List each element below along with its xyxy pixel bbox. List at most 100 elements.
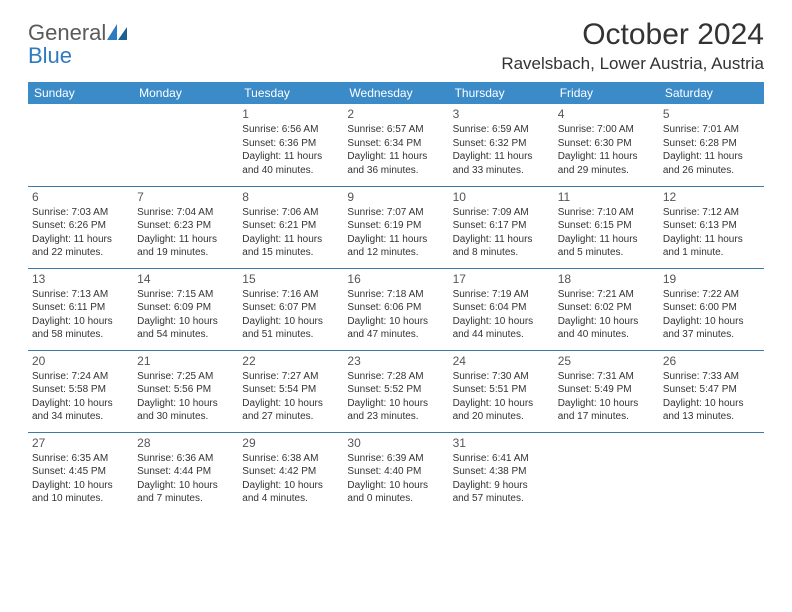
sunrise-text: Sunrise: 7:18 AM	[347, 288, 444, 302]
sunrise-text: Sunrise: 7:19 AM	[453, 288, 550, 302]
day-number: 20	[32, 353, 129, 369]
sunrise-text: Sunrise: 7:00 AM	[558, 123, 655, 137]
calendar-day-cell: 9Sunrise: 7:07 AMSunset: 6:19 PMDaylight…	[343, 186, 448, 268]
sunset-text: Sunset: 4:42 PM	[242, 465, 339, 479]
calendar-day-cell: 2Sunrise: 6:57 AMSunset: 6:34 PMDaylight…	[343, 104, 448, 186]
sunrise-text: Sunrise: 7:13 AM	[32, 288, 129, 302]
calendar-week-row: 27Sunrise: 6:35 AMSunset: 4:45 PMDayligh…	[28, 432, 764, 514]
day-number: 19	[663, 271, 760, 287]
logo: General Blue	[28, 22, 129, 68]
daylight-text: and 44 minutes.	[453, 328, 550, 342]
daylight-text: Daylight: 10 hours	[453, 315, 550, 329]
logo-sail-icon	[107, 24, 129, 45]
sunrise-text: Sunrise: 7:16 AM	[242, 288, 339, 302]
sunset-text: Sunset: 5:58 PM	[32, 383, 129, 397]
daylight-text: and 8 minutes.	[453, 246, 550, 260]
daylight-text: Daylight: 11 hours	[32, 233, 129, 247]
daylight-text: Daylight: 10 hours	[137, 315, 234, 329]
daylight-text: Daylight: 11 hours	[558, 233, 655, 247]
weekday-header: Friday	[554, 82, 659, 104]
daylight-text: Daylight: 10 hours	[32, 479, 129, 493]
sunrise-text: Sunrise: 6:57 AM	[347, 123, 444, 137]
sunrise-text: Sunrise: 6:38 AM	[242, 452, 339, 466]
calendar-day-cell: 31Sunrise: 6:41 AMSunset: 4:38 PMDayligh…	[449, 432, 554, 514]
sunset-text: Sunset: 6:02 PM	[558, 301, 655, 315]
daylight-text: and 17 minutes.	[558, 410, 655, 424]
sunset-text: Sunset: 6:26 PM	[32, 219, 129, 233]
sunset-text: Sunset: 4:44 PM	[137, 465, 234, 479]
daylight-text: and 57 minutes.	[453, 492, 550, 506]
daylight-text: Daylight: 11 hours	[347, 150, 444, 164]
daylight-text: Daylight: 11 hours	[137, 233, 234, 247]
logo-text-blue: Blue	[28, 43, 72, 68]
day-number: 28	[137, 435, 234, 451]
weekday-header: Wednesday	[343, 82, 448, 104]
sunset-text: Sunset: 6:34 PM	[347, 137, 444, 151]
sunset-text: Sunset: 6:15 PM	[558, 219, 655, 233]
day-number: 16	[347, 271, 444, 287]
sunset-text: Sunset: 6:36 PM	[242, 137, 339, 151]
daylight-text: Daylight: 10 hours	[558, 315, 655, 329]
daylight-text: Daylight: 11 hours	[558, 150, 655, 164]
calendar-day-cell: 5Sunrise: 7:01 AMSunset: 6:28 PMDaylight…	[659, 104, 764, 186]
sunrise-text: Sunrise: 7:31 AM	[558, 370, 655, 384]
calendar-day-cell: 27Sunrise: 6:35 AMSunset: 4:45 PMDayligh…	[28, 432, 133, 514]
day-number: 18	[558, 271, 655, 287]
daylight-text: and 40 minutes.	[558, 328, 655, 342]
sunset-text: Sunset: 5:51 PM	[453, 383, 550, 397]
sunset-text: Sunset: 6:30 PM	[558, 137, 655, 151]
daylight-text: Daylight: 11 hours	[453, 233, 550, 247]
weekday-header: Sunday	[28, 82, 133, 104]
calendar-day-cell: 8Sunrise: 7:06 AMSunset: 6:21 PMDaylight…	[238, 186, 343, 268]
day-number: 2	[347, 106, 444, 122]
daylight-text: Daylight: 11 hours	[663, 233, 760, 247]
daylight-text: and 15 minutes.	[242, 246, 339, 260]
day-number: 25	[558, 353, 655, 369]
daylight-text: Daylight: 10 hours	[242, 479, 339, 493]
daylight-text: and 51 minutes.	[242, 328, 339, 342]
daylight-text: and 27 minutes.	[242, 410, 339, 424]
sunrise-text: Sunrise: 7:10 AM	[558, 206, 655, 220]
calendar-day-cell: 7Sunrise: 7:04 AMSunset: 6:23 PMDaylight…	[133, 186, 238, 268]
calendar-day-cell: 6Sunrise: 7:03 AMSunset: 6:26 PMDaylight…	[28, 186, 133, 268]
sunset-text: Sunset: 6:06 PM	[347, 301, 444, 315]
daylight-text: and 0 minutes.	[347, 492, 444, 506]
calendar-day-cell: 13Sunrise: 7:13 AMSunset: 6:11 PMDayligh…	[28, 268, 133, 350]
sunrise-text: Sunrise: 7:07 AM	[347, 206, 444, 220]
daylight-text: Daylight: 10 hours	[137, 397, 234, 411]
calendar-day-cell: 28Sunrise: 6:36 AMSunset: 4:44 PMDayligh…	[133, 432, 238, 514]
weekday-header: Saturday	[659, 82, 764, 104]
daylight-text: and 29 minutes.	[558, 164, 655, 178]
daylight-text: Daylight: 10 hours	[453, 397, 550, 411]
sunset-text: Sunset: 5:49 PM	[558, 383, 655, 397]
header: General Blue October 2024 Ravelsbach, Lo…	[28, 18, 764, 74]
daylight-text: and 22 minutes.	[32, 246, 129, 260]
title-block: October 2024 Ravelsbach, Lower Austria, …	[501, 18, 764, 74]
sunrise-text: Sunrise: 7:27 AM	[242, 370, 339, 384]
sunrise-text: Sunrise: 7:06 AM	[242, 206, 339, 220]
sunset-text: Sunset: 6:19 PM	[347, 219, 444, 233]
sunrise-text: Sunrise: 7:01 AM	[663, 123, 760, 137]
sunrise-text: Sunrise: 7:21 AM	[558, 288, 655, 302]
calendar-day-cell: 21Sunrise: 7:25 AMSunset: 5:56 PMDayligh…	[133, 350, 238, 432]
daylight-text: and 34 minutes.	[32, 410, 129, 424]
day-number: 4	[558, 106, 655, 122]
sunrise-text: Sunrise: 6:39 AM	[347, 452, 444, 466]
daylight-text: Daylight: 11 hours	[663, 150, 760, 164]
sunrise-text: Sunrise: 7:12 AM	[663, 206, 760, 220]
day-number: 22	[242, 353, 339, 369]
daylight-text: Daylight: 10 hours	[347, 479, 444, 493]
day-number: 8	[242, 189, 339, 205]
sunset-text: Sunset: 5:56 PM	[137, 383, 234, 397]
day-number: 10	[453, 189, 550, 205]
sunset-text: Sunset: 6:23 PM	[137, 219, 234, 233]
day-number: 5	[663, 106, 760, 122]
calendar-day-cell: 26Sunrise: 7:33 AMSunset: 5:47 PMDayligh…	[659, 350, 764, 432]
sunset-text: Sunset: 6:04 PM	[453, 301, 550, 315]
sunrise-text: Sunrise: 6:41 AM	[453, 452, 550, 466]
calendar-week-row: 1Sunrise: 6:56 AMSunset: 6:36 PMDaylight…	[28, 104, 764, 186]
daylight-text: and 54 minutes.	[137, 328, 234, 342]
calendar-day-cell: 3Sunrise: 6:59 AMSunset: 6:32 PMDaylight…	[449, 104, 554, 186]
day-number: 12	[663, 189, 760, 205]
calendar-day-cell	[659, 432, 764, 514]
